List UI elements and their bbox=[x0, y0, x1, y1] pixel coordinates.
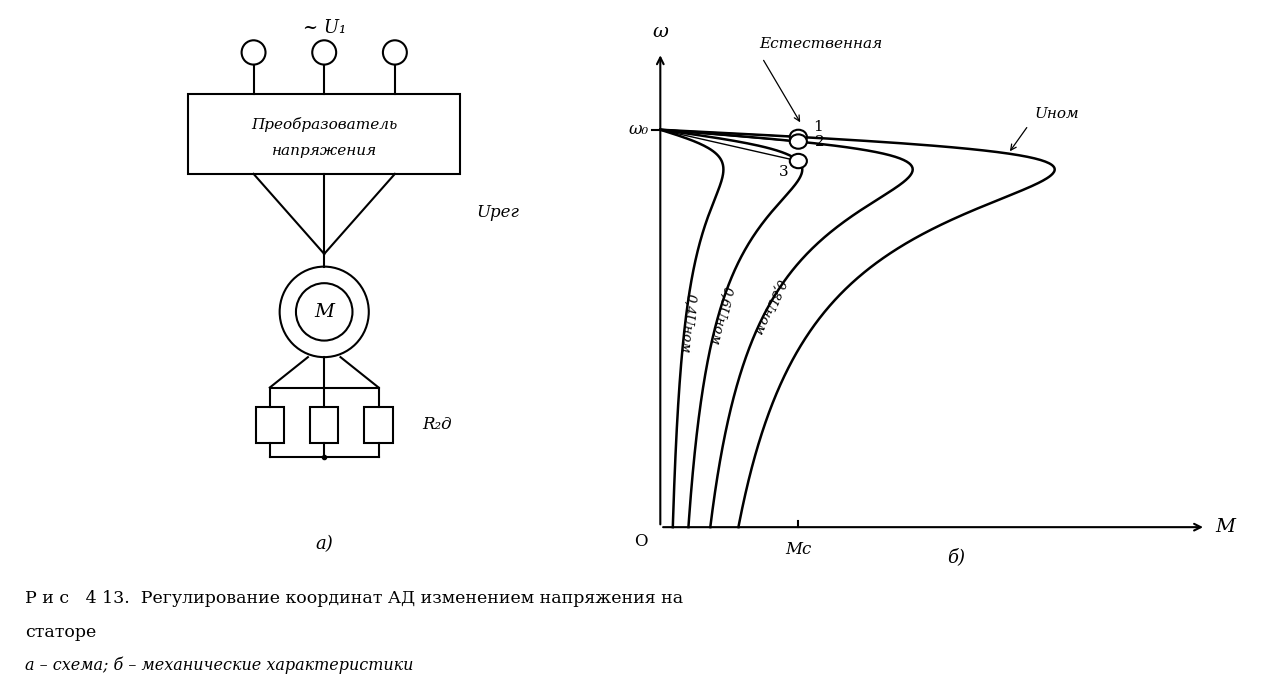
Bar bbox=[255, 407, 284, 443]
Bar bbox=[188, 94, 460, 174]
Text: Uном: Uном bbox=[1035, 107, 1079, 121]
Text: ~ U₁: ~ U₁ bbox=[302, 19, 346, 37]
Text: Uрег: Uрег bbox=[477, 204, 520, 221]
Text: O: O bbox=[633, 533, 647, 550]
Text: Р и с   4 13.  Регулирование координат АД изменением напряжения на: Р и с 4 13. Регулирование координат АД и… bbox=[25, 590, 684, 607]
Text: а): а) bbox=[315, 535, 334, 553]
Bar bbox=[364, 407, 393, 443]
Text: М: М bbox=[315, 303, 334, 321]
Text: М: М bbox=[1216, 518, 1236, 536]
Text: 0,8Uном: 0,8Uном bbox=[751, 277, 786, 337]
Circle shape bbox=[790, 135, 806, 149]
Text: 0,6Uном: 0,6Uном bbox=[708, 284, 733, 346]
Text: 0,4Uном: 0,4Uном bbox=[679, 293, 698, 353]
Text: статоре: статоре bbox=[25, 624, 96, 642]
Circle shape bbox=[296, 283, 353, 341]
Text: 2: 2 bbox=[815, 135, 824, 148]
Text: R₂д: R₂д bbox=[422, 416, 451, 433]
Text: напряжения: напряжения bbox=[272, 144, 377, 159]
Text: Преобразователь: Преобразователь bbox=[252, 117, 397, 132]
Text: б): б) bbox=[947, 548, 966, 566]
Text: Естественная: Естественная bbox=[758, 37, 882, 51]
Circle shape bbox=[279, 266, 369, 357]
Circle shape bbox=[790, 130, 806, 144]
Text: ω₀: ω₀ bbox=[628, 121, 648, 138]
Text: а – схема; б – механические характеристики: а – схема; б – механические характеристи… bbox=[25, 657, 413, 674]
Text: 3: 3 bbox=[779, 165, 789, 179]
Text: ω: ω bbox=[652, 23, 669, 41]
Text: 1: 1 bbox=[813, 120, 823, 134]
Circle shape bbox=[790, 154, 806, 168]
Bar bbox=[310, 407, 339, 443]
Text: Mс: Mс bbox=[785, 541, 811, 558]
